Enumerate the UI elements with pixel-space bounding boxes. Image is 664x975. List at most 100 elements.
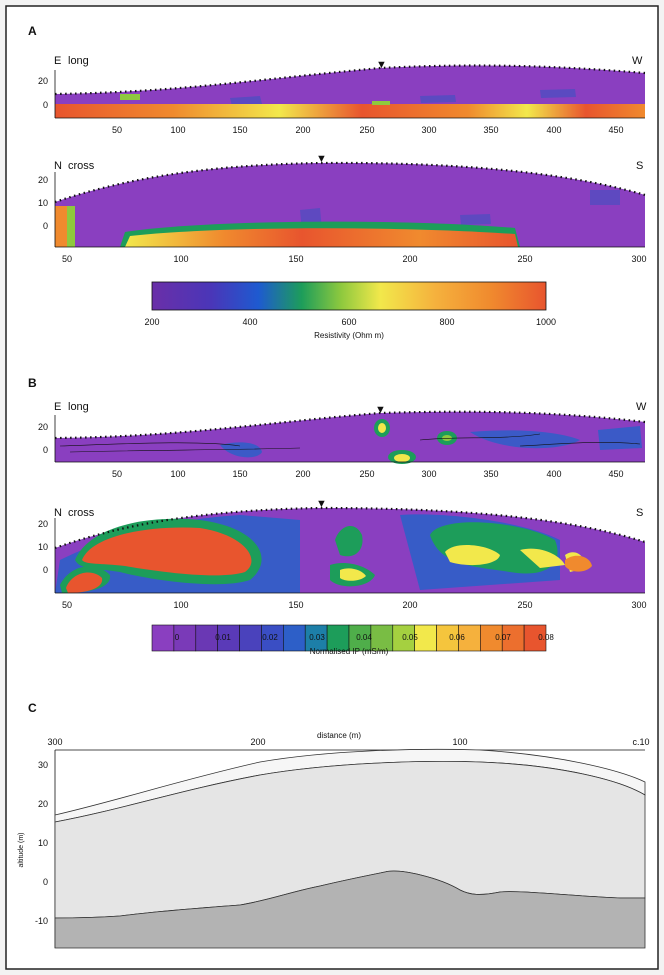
panel-b-long-blue-zones [220, 426, 642, 458]
colorbar-tick-label: 0.01 [215, 633, 231, 642]
colorbar-tick-label: 0.07 [495, 633, 511, 642]
colorbar-tick-label: 800 [439, 317, 454, 327]
panel-b-cross-left-end: N [54, 507, 62, 519]
panel-b-cross-yticks: 20 10 0 [38, 519, 48, 575]
ytick-label: 10 [38, 838, 48, 848]
panel-a-long-marker: ▼ [376, 59, 387, 71]
xtick-label: 250 [517, 600, 532, 610]
ip-colorbar-swatch [414, 624, 437, 652]
xtick-label: 50 [112, 125, 122, 135]
colorbar-tick-label: 0.08 [538, 633, 554, 642]
xtick-label: 350 [483, 469, 498, 479]
panel-b-cross-xticks: 50 100 150 200 250 300 [62, 600, 647, 610]
panel-a-long-yticks: 20 0 [38, 76, 48, 110]
ytick-label: 20 [38, 175, 48, 185]
xtick-label: 300 [421, 469, 436, 479]
ytick-label: 10 [38, 542, 48, 552]
panel-a-cross-marker: ▼ [316, 153, 327, 165]
xtick-label: c.10 [632, 737, 649, 747]
panel-a-cross-left-end: N [54, 160, 62, 172]
colorbar-tick-label: 0.06 [449, 633, 465, 642]
resistivity-colorbar [151, 281, 547, 311]
xtick-label: 100 [170, 125, 185, 135]
panel-a-long-band [55, 104, 645, 118]
ip-colorbar-swatch [151, 624, 175, 652]
panel-c-lower-layer [54, 870, 646, 949]
panel-a-cross-yticks: 20 10 0 [38, 175, 48, 231]
panel-b-long-surface [54, 410, 646, 440]
ytick-label: -10 [35, 916, 48, 926]
panel-b-cross-marker: ▼ [316, 498, 327, 510]
ytick-label: 0 [43, 100, 48, 110]
panel-a-cross-left-anomaly-rim [67, 206, 75, 247]
ip-colorbar [151, 624, 547, 652]
xtick-label: 100 [452, 737, 467, 747]
panel-b-long-left-end: E [54, 401, 61, 413]
panel-b-long-anomaly-1-core [378, 423, 386, 433]
ytick-label: 20 [38, 422, 48, 432]
xtick-label: 300 [631, 254, 646, 264]
ip-colorbar-ticks: 0 0.01 0.02 0.03 0.04 0.05 0.06 0.07 0.0… [175, 633, 555, 642]
panel-b-long-anomaly-2-core [394, 454, 410, 462]
ip-colorbar-swatch [239, 624, 262, 652]
ip-colorbar-swatch [283, 624, 306, 652]
xtick-label: 300 [47, 737, 62, 747]
xtick-label: 250 [517, 254, 532, 264]
ytick-label: 20 [38, 76, 48, 86]
ytick-label: 30 [38, 760, 48, 770]
panel-a-cross-left-anomaly [55, 206, 67, 247]
xtick-label: 200 [295, 469, 310, 479]
xtick-label: 150 [232, 469, 247, 479]
panel-a-colorbar: 200 400 600 800 1000 Resistivity (Ohm m) [144, 281, 556, 340]
panel-c-label: C [28, 701, 37, 715]
xtick-label: 250 [359, 469, 374, 479]
colorbar-tick-label: 0.02 [262, 633, 278, 642]
xtick-label: 150 [232, 125, 247, 135]
panel-a-long-profile-label: long [68, 55, 89, 67]
panel-b-cross-surface [54, 506, 646, 550]
xtick-label: 450 [608, 125, 623, 135]
panel-a-cross-right-end: S [636, 160, 643, 172]
panel-b-long-anomaly-3-core [442, 435, 452, 441]
panel-a-label: A [28, 24, 37, 38]
xtick-label: 150 [288, 254, 303, 264]
panel-b-cross-plot: N cross S ▼ 20 10 0 50 100 150 200 250 3… [38, 498, 647, 610]
panel-c-plot: distance (m) 300 200 100 c.10 30 20 10 0… [18, 731, 650, 949]
xtick-label: 50 [112, 469, 122, 479]
panel-b-long-profile-label: long [68, 401, 89, 413]
colorbar-tick-label: 0.04 [356, 633, 372, 642]
xtick-label: 200 [250, 737, 265, 747]
panel-b-label: B [28, 376, 37, 390]
panel-b-long-plot: E long W ▼ 20 0 50 100 150 200 250 300 3… [38, 401, 647, 479]
panel-c-yticks: 30 20 10 0 -10 [35, 760, 48, 926]
xtick-label: 450 [608, 469, 623, 479]
xtick-label: 400 [546, 469, 561, 479]
panel-b-cross-yellow-zones [340, 544, 586, 581]
ytick-label: 0 [43, 445, 48, 455]
panel-a-long-xticks: 50 100 150 200 250 300 350 400 450 [112, 125, 624, 135]
panel-b-long-xticks: 50 100 150 200 250 300 350 400 450 [112, 469, 624, 479]
panel-a-cross-band [125, 228, 518, 247]
colorbar-tick-label: 0.03 [309, 633, 325, 642]
panel-b-cross-right-end: S [636, 507, 643, 519]
panel-c-ylabel: altitude (m) [18, 832, 25, 867]
colorbar-tick-label: 200 [144, 317, 159, 327]
panel-b-long-right-end: W [636, 401, 647, 413]
panel-a-long-left-end: E [54, 55, 61, 67]
xtick-label: 350 [483, 125, 498, 135]
ytick-label: 0 [43, 221, 48, 231]
xtick-label: 300 [631, 600, 646, 610]
colorbar-tick-label: 400 [242, 317, 257, 327]
panel-b-colorbar: 0 0.01 0.02 0.03 0.04 0.05 0.06 0.07 0.0… [151, 624, 555, 656]
panel-a-long-surface [54, 64, 646, 96]
xtick-label: 150 [288, 600, 303, 610]
panel-b-long-section [55, 411, 645, 462]
ip-colorbar-swatch [523, 624, 547, 652]
panel-b-cross-hot-zones [66, 527, 252, 593]
panel-a-cross-plot: N cross S ▼ 20 10 0 50 100 150 200 250 3… [38, 153, 647, 264]
colorbar-tick-label: 0 [175, 633, 180, 642]
colorbar-tick-label: 1000 [536, 317, 556, 327]
ytick-label: 0 [43, 565, 48, 575]
xtick-label: 250 [359, 125, 374, 135]
